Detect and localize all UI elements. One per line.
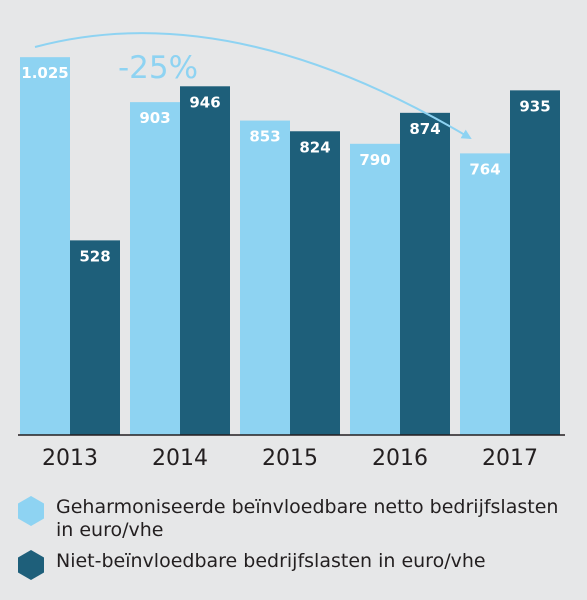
bar-niet-beinvloedbaar-2014 [180, 86, 230, 435]
annotation-label: -25% [118, 50, 198, 86]
x-tick-labels-layer: 2013 2014 2015 2016 2017 [42, 446, 538, 471]
legend-item-series-2: Niet-beïnvloedbare bedrijfslasten in eur… [18, 550, 578, 580]
x-tick-label: 2015 [262, 446, 318, 471]
bar-beinvloedbaar-2017 [460, 153, 510, 435]
bar-niet-beinvloedbaar-2015 [290, 131, 340, 435]
data-label: 824 [299, 138, 330, 156]
data-label: 528 [79, 247, 110, 265]
legend-label-series-2: Niet-beïnvloedbare bedrijfslasten in eur… [56, 550, 486, 572]
bar-beinvloedbaar-2014 [130, 102, 180, 435]
bar-beinvloedbaar-2015 [240, 120, 290, 436]
legend-item-series-1: Geharmoniseerde beïnvloedbare netto bedr… [18, 496, 578, 542]
bar-beinvloedbaar-2013 [20, 57, 70, 435]
x-tick-label: 2016 [372, 446, 428, 471]
trend-arrow [34, 32, 472, 140]
legend-label-series-1: Geharmoniseerde beïnvloedbare netto bedr… [56, 496, 559, 541]
data-label: 903 [139, 109, 170, 127]
data-label: 874 [409, 120, 440, 138]
bars-layer [20, 57, 560, 436]
data-label: 790 [359, 151, 390, 169]
bar-niet-beinvloedbaar-2017 [510, 90, 560, 435]
value-labels-layer: 1.025 528 903 946 853 824 790 874 764 935 [21, 64, 550, 265]
bar-niet-beinvloedbaar-2016 [400, 112, 450, 436]
legend: Geharmoniseerde beïnvloedbare netto bedr… [18, 496, 578, 580]
data-label: 935 [519, 97, 550, 115]
data-label: 946 [189, 93, 220, 111]
x-tick-label: 2014 [152, 446, 208, 471]
data-label: 853 [249, 128, 280, 146]
bar-niet-beinvloedbaar-2013 [70, 240, 120, 435]
hexagon-icon [18, 496, 44, 526]
bar-beinvloedbaar-2016 [350, 143, 400, 435]
x-tick-label: 2013 [42, 446, 98, 471]
data-label: 764 [469, 160, 500, 178]
data-label: 1.025 [21, 64, 68, 82]
x-tick-label: 2017 [482, 446, 538, 471]
